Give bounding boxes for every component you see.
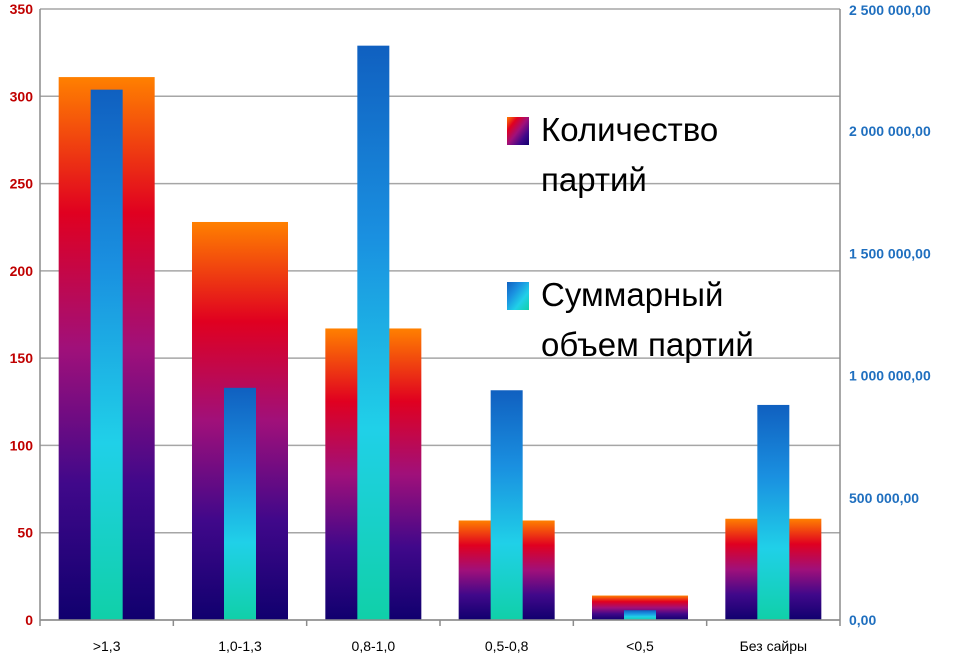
legend-label-count-line2: партий <box>541 161 647 198</box>
right-tick-label: 1 000 000,00 <box>849 368 931 384</box>
legend: Количество партий Суммарный объем партий <box>507 111 754 363</box>
legend-label-volume-line2: объем партий <box>541 326 754 363</box>
left-tick-label: 300 <box>10 88 34 104</box>
x-tick-label: Без сайры <box>740 638 807 654</box>
left-tick-label: 0 <box>25 612 33 628</box>
right-tick-label: 2 500 000,00 <box>849 2 931 18</box>
x-tick-label: <0,5 <box>626 638 654 654</box>
bar-volume <box>90 89 123 621</box>
legend-swatch-volume <box>507 282 529 310</box>
left-tick-label: 200 <box>10 263 34 279</box>
left-tick-label: 50 <box>17 525 33 541</box>
bar-volume <box>624 610 656 620</box>
x-tick-label: 0,5-0,8 <box>485 638 529 654</box>
right-tick-label: 0,00 <box>849 612 876 628</box>
left-tick-label: 150 <box>10 350 34 366</box>
x-tick-label: 1,0-1,3 <box>218 638 262 654</box>
bar-volume <box>490 390 523 620</box>
bar-volume <box>757 404 790 620</box>
right-tick-label: 2 000 000,00 <box>849 123 931 139</box>
left-tick-label: 350 <box>10 1 34 17</box>
legend-label-volume-line1: Суммарный <box>541 276 723 313</box>
left-tick-label: 250 <box>10 176 34 192</box>
volume-series-bars <box>90 45 790 621</box>
bar-volume <box>357 45 390 621</box>
left-tick-label: 100 <box>10 437 34 453</box>
x-tick-label: 0,8-1,0 <box>352 638 396 654</box>
right-axis-ticks: 0,00 500 000,00 1 000 000,00 1 500 000,00 2 … <box>849 2 931 628</box>
x-tick-label: >1,3 <box>93 638 121 654</box>
right-tick-label: 500 000,00 <box>849 490 919 506</box>
legend-label-count-line1: Количество <box>541 111 718 148</box>
legend-swatch-count <box>507 117 529 145</box>
bar-volume <box>224 387 256 620</box>
left-axis-ticks: 0 50 100 150 200 250 300 350 <box>10 1 34 628</box>
x-axis-ticks: >1,3 1,0-1,3 0,8-1,0 0,5-0,8 <0,5 Без сайры <box>93 638 807 654</box>
right-tick-label: 1 500 000,00 <box>849 245 931 261</box>
gridlines <box>40 8 840 621</box>
axes <box>39 9 841 626</box>
